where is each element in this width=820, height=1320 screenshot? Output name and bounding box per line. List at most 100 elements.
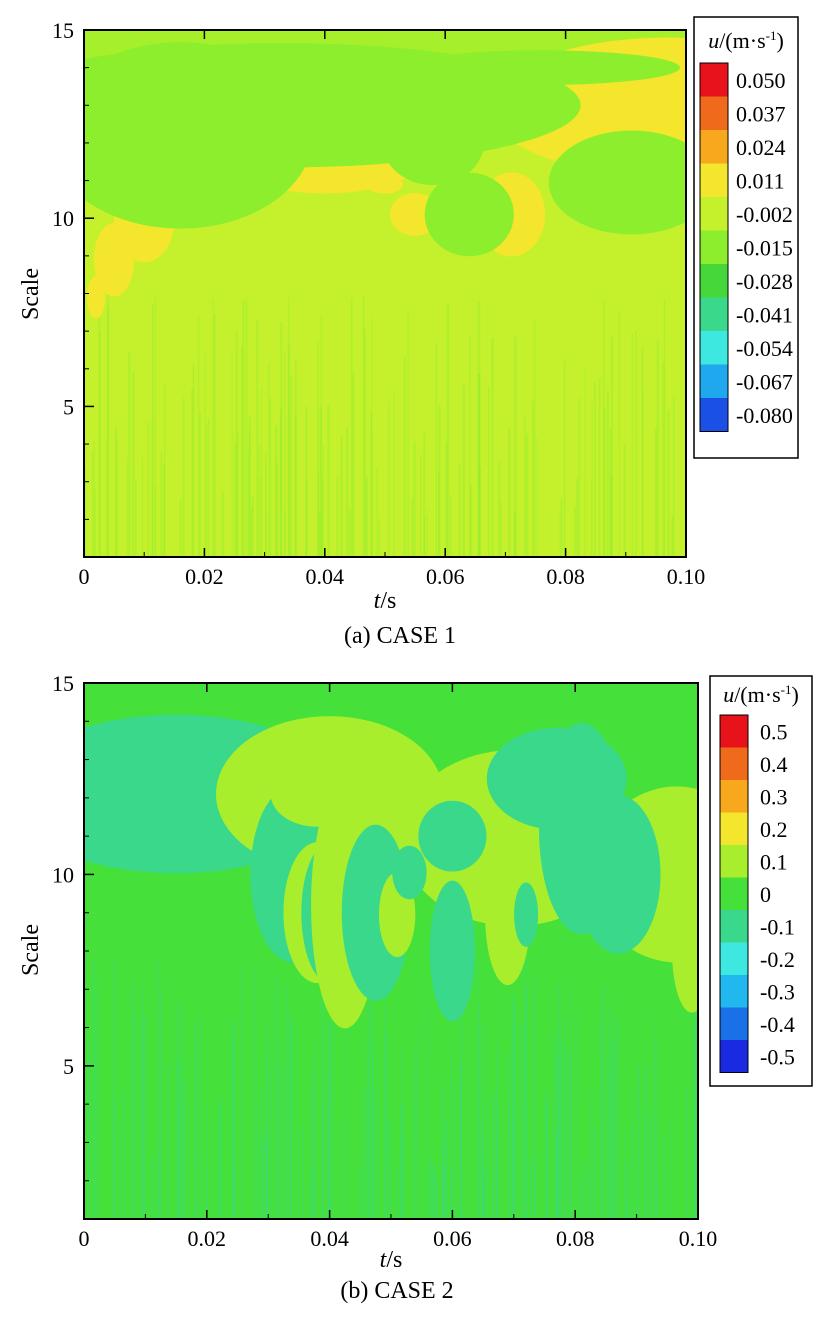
- ylabel-case-2: Scale: [18, 924, 44, 976]
- contour-blob: [548, 130, 686, 235]
- legend-label: -0.2: [760, 947, 795, 972]
- contour-level: [672, 889, 698, 1013]
- x-tick-label: 0.08: [546, 564, 585, 589]
- contour-level: [270, 761, 364, 827]
- legend-label: 0.2: [760, 817, 788, 842]
- legend-label: 0.024: [736, 135, 786, 160]
- legend-swatch: [720, 780, 748, 813]
- contour-level: [392, 845, 427, 900]
- legend-label: -0.028: [736, 269, 793, 294]
- legend-case-2: u/(m·s-1) 0.5 0.4 0.3 0.2 0.1 0 -0.1 -0.2 -0.3 -0…: [709, 675, 813, 1087]
- legend-swatch: [700, 264, 728, 298]
- legend-label: 0.1: [760, 849, 788, 874]
- legend-label: -0.3: [760, 979, 795, 1004]
- contour-level: [382, 100, 484, 186]
- legend-title-case-2: u/(m·s-1): [723, 682, 799, 707]
- legend-swatch: [720, 877, 748, 910]
- axes-case-2: 0 0.02 0.04 0.06 0.08 0.10 5 10 15: [52, 671, 717, 1251]
- legend-swatch: [700, 331, 728, 365]
- y-tick-label: 5: [63, 394, 74, 419]
- contour-level: [514, 882, 539, 947]
- contour-blob: [429, 880, 475, 1022]
- contour-blob: [485, 844, 531, 986]
- legend-swatch: [700, 230, 728, 264]
- legend-items-case-2: 0.5 0.4 0.3 0.2 0.1 0 -0.1 -0.2 -0.3 -0.4 -0.5: [719, 714, 795, 1073]
- x-tick-label: 0: [79, 1226, 90, 1251]
- contour-blob: [403, 50, 680, 85]
- contour-blob: [366, 174, 404, 194]
- x-tick-label: 0: [79, 564, 90, 589]
- legend-swatch: [700, 130, 728, 164]
- contour-level: [429, 880, 475, 1022]
- legend-items-case-1: 0.050 0.037 0.024 0.011 -0.002 -0.015 -0.028 -0…: [699, 62, 793, 432]
- legend-label: 0.050: [736, 68, 786, 93]
- contour-level: [485, 844, 531, 986]
- legend-swatch: [700, 297, 728, 331]
- y-tick-label: 10: [52, 862, 74, 887]
- legend-case-1: u/(m·s-1) 0.050 0.037 0.024 0.011 -0.002 -0.0…: [693, 16, 799, 459]
- x-tick-label: 0.08: [556, 1226, 595, 1251]
- contour-level: [86, 275, 106, 319]
- legend-label: -0.041: [736, 302, 793, 327]
- legend-label: -0.015: [736, 235, 793, 260]
- legend-label: -0.1: [760, 914, 795, 939]
- x-tick-label: 0.04: [310, 1226, 349, 1251]
- legend-label: 0.3: [760, 784, 788, 809]
- contour-blob: [378, 872, 416, 958]
- contour-blob: [84, 42, 313, 229]
- legend-label: 0.011: [736, 168, 785, 193]
- contour-level: [84, 42, 313, 229]
- legend-title-case-1: u/(m·s-1): [708, 28, 784, 53]
- legend-swatch: [720, 1040, 748, 1073]
- legend-swatch: [700, 163, 728, 197]
- xlabel-case-1: t/s: [374, 588, 397, 614]
- legend-swatch: [720, 845, 748, 878]
- contour-blob: [672, 889, 698, 1013]
- legend-swatch: [700, 96, 728, 130]
- contour-field-case-2: [84, 683, 698, 1219]
- legend-swatch: [720, 910, 748, 943]
- caption-case-1: (a) CASE 1: [344, 623, 456, 649]
- contour-level: [93, 222, 135, 297]
- legend-label: -0.002: [736, 202, 793, 227]
- contour-level: [93, 123, 195, 208]
- panel-case-1: 0 0.02 0.04 0.06 0.08 0.10 5 10 15 Scale t/s (a)…: [18, 16, 799, 649]
- x-tick-label: 0.02: [185, 564, 224, 589]
- contour-level: [424, 172, 514, 257]
- legend-label: -0.4: [760, 1012, 795, 1037]
- legend-swatch: [700, 63, 728, 97]
- contour-level: [418, 800, 487, 872]
- axes-case-1: 0 0.02 0.04 0.06 0.08 0.10 5 10 15: [52, 18, 705, 589]
- legend-swatch: [700, 197, 728, 231]
- caption-case-2: (b) CASE 2: [340, 1278, 453, 1304]
- contour-level: [575, 795, 661, 954]
- contour-level: [486, 727, 627, 830]
- contour-level: [403, 50, 680, 85]
- contour-field-case-1: [84, 30, 686, 557]
- legend-colorbar-frame: [719, 714, 749, 1073]
- noise-streaks: [84, 294, 675, 557]
- legend-label: 0.037: [736, 101, 786, 126]
- y-tick-label: 5: [63, 1054, 74, 1079]
- x-tick-label: 0.06: [433, 1226, 472, 1251]
- legend-swatch: [720, 975, 748, 1008]
- contour-blob: [382, 100, 484, 186]
- legend-label: -0.080: [736, 403, 793, 428]
- legend-label: -0.067: [736, 369, 793, 394]
- contour-blob: [424, 172, 514, 257]
- legend-swatch: [700, 364, 728, 398]
- x-tick-label: 0.04: [306, 564, 345, 589]
- x-tick-label: 0.10: [667, 564, 706, 589]
- contour-blob: [93, 123, 195, 208]
- legend-label: 0: [760, 882, 771, 907]
- noise-streaks: [84, 951, 696, 1219]
- contour-blob: [575, 795, 661, 954]
- contour-level: [366, 174, 404, 194]
- legend-label: -0.054: [736, 336, 793, 361]
- x-tick-label: 0.10: [679, 1226, 718, 1251]
- contour-blob: [418, 800, 487, 872]
- legend-swatch: [720, 942, 748, 975]
- contour-blob: [86, 275, 106, 319]
- legend-swatch: [720, 715, 748, 748]
